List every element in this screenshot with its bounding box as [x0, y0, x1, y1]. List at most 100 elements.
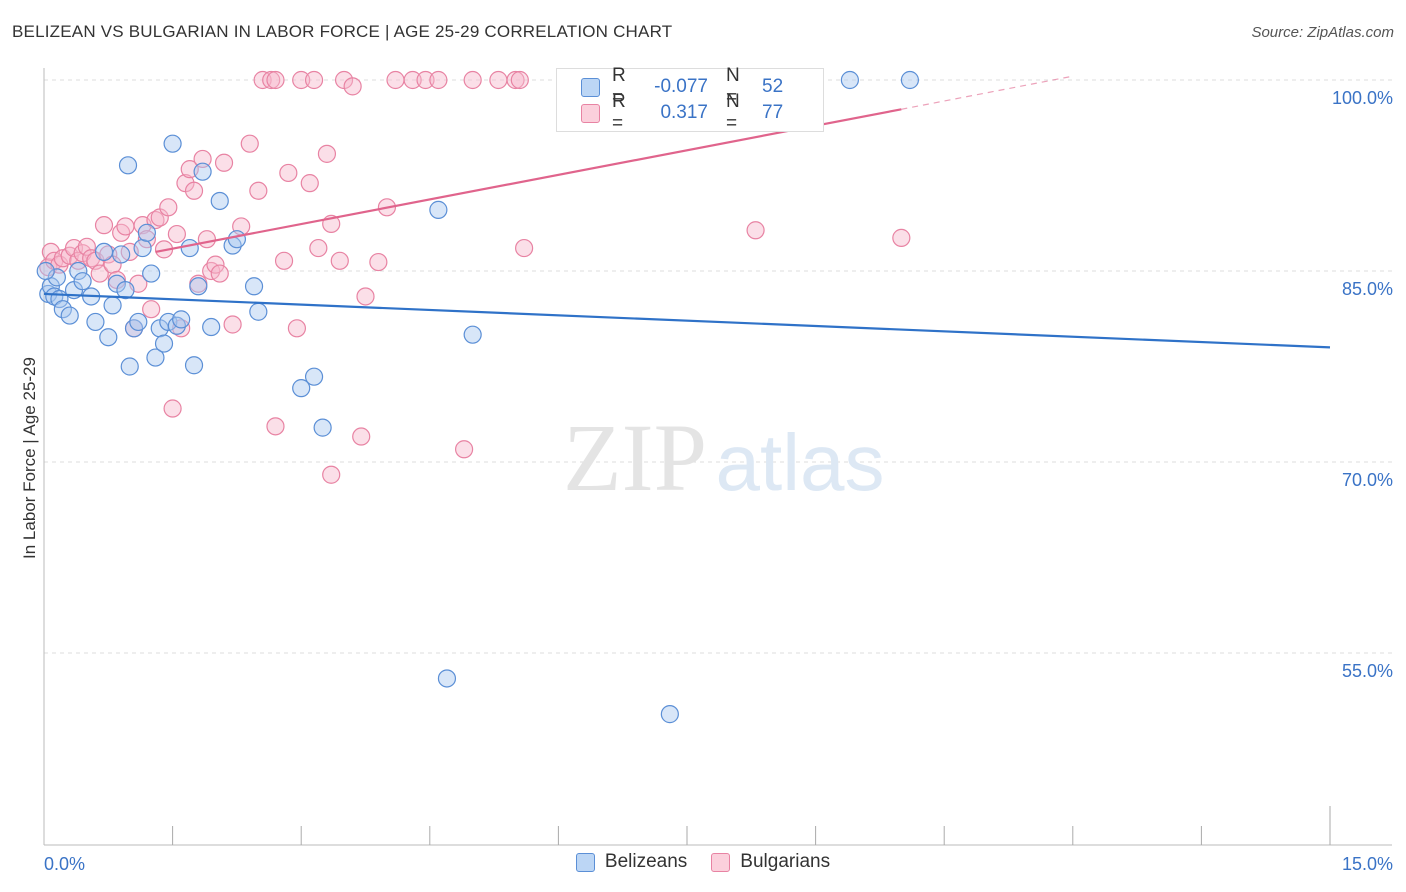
bulgarian-point [506, 70, 525, 90]
bulgarian-point [454, 440, 474, 459]
belizean-point [120, 357, 139, 376]
bulgarian-point [167, 224, 186, 244]
bulgarian-point [116, 217, 135, 236]
watermark: ZIP atlas [563, 404, 884, 511]
belizean-point [36, 261, 55, 281]
x-tick-label: 15.0% [1342, 854, 1393, 874]
belizean-point [60, 306, 79, 325]
bulgarian-point [287, 319, 307, 338]
source-label: Source: ZipAtlas.com [1251, 24, 1394, 41]
belizeans-legend-label: Belizeans [604, 851, 688, 872]
belizean-point [210, 191, 229, 211]
belizean-point [660, 705, 679, 724]
belizean-point [154, 334, 174, 353]
bulgarian-point [309, 238, 328, 258]
belizean-point [189, 277, 208, 296]
belizeans-legend-swatch [575, 852, 595, 872]
bulgarians-legend-label: Bulgarians [740, 851, 831, 872]
bulgarian-point [137, 230, 156, 249]
belizean-point [99, 328, 118, 347]
bulgarian-point [266, 70, 285, 90]
belizean-point [193, 162, 212, 181]
labels-layer: 100.0% 85.0% 70.0% 55.0% 0.0% 15.0% [44, 88, 1393, 874]
belizean-point [45, 287, 64, 306]
bulgarians-r-label: R = [612, 91, 626, 134]
belizean-point [142, 264, 161, 283]
bulgarian-point [274, 251, 294, 270]
bulgarians-legend-swatch [711, 852, 731, 872]
bulgarian-point [403, 70, 422, 90]
stats-legend: R = -0.077 N = 52 R = 0.317 N = 77 [556, 65, 824, 134]
legend-item-belizeans[interactable]: Belizeans [575, 851, 688, 873]
belizean-point [94, 242, 114, 261]
bulgarian-point [515, 238, 534, 258]
bulgarian-point [197, 230, 216, 249]
chart-title: BELIZEAN VS BULGARIAN IN LABOR FORCE | A… [12, 22, 673, 41]
bulgarian-point [159, 198, 178, 217]
bulgarian-point [330, 251, 349, 270]
belizean-point [429, 200, 448, 219]
y-axis-label: In Labor Force | Age 25-29 [20, 357, 39, 559]
belizean-point [184, 356, 204, 375]
bulgarian-point [206, 255, 225, 274]
bulgarians-n-label: N = [726, 91, 740, 134]
bulgarian-point [240, 134, 259, 153]
belizean-point [244, 277, 264, 296]
y-tick-label: 70.0% [1342, 470, 1393, 490]
belizean-point [146, 348, 165, 367]
bulgarian-point [292, 70, 311, 90]
bulgarian-point [322, 465, 341, 484]
belizean-point [86, 312, 105, 332]
y-tick-label: 85.0% [1342, 279, 1393, 299]
belizean-point [313, 418, 332, 437]
bulgarian-point [317, 144, 337, 163]
belizeans-n-value: 52 [762, 76, 784, 97]
bulgarian-point [352, 427, 371, 446]
bulgarian-point [356, 287, 375, 306]
bulgarian-point [489, 70, 508, 90]
bulgarian-point [77, 237, 96, 256]
belizean-point [116, 281, 135, 300]
bulgarian-point [184, 181, 204, 200]
bulgarian-point [262, 70, 281, 90]
bulgarian-point [94, 216, 114, 235]
belizean-point [53, 300, 72, 319]
bulgarian-trendline [155, 108, 902, 253]
belizean-point [112, 245, 131, 264]
bulgarian-point [343, 77, 362, 96]
belizean-point [103, 296, 122, 315]
bulgarian-point [300, 174, 319, 193]
belizean-point [137, 223, 156, 242]
x-tick-label: 0.0% [44, 854, 85, 874]
belizeans-r-value: -0.077 [654, 76, 708, 97]
bulgarian-point [223, 315, 242, 334]
legend-row-belizeans: R = -0.077 N = 52 [581, 65, 784, 108]
bulgarian-point [266, 417, 285, 436]
trend-layer [43, 75, 1331, 349]
belizean-point [249, 302, 268, 321]
belizean-point [437, 669, 457, 688]
belizean-point [900, 70, 920, 90]
belizean-point [73, 272, 92, 291]
y-tick-label: 100.0% [1332, 88, 1393, 108]
belizean-point [180, 238, 199, 258]
points-layer [36, 70, 920, 724]
bulgarian-point [193, 149, 212, 169]
belizeans-n-label: N = [726, 65, 740, 108]
belizean-point [292, 379, 311, 398]
belizeans-r-label: R = [612, 65, 626, 108]
bulgarian-point [746, 221, 765, 240]
belizean-trendline [43, 292, 1331, 349]
belizean-point [202, 317, 221, 337]
bulgarians-n-value: 77 [762, 102, 784, 123]
bulgarian-point [463, 70, 482, 90]
bulgarian-point [249, 181, 268, 200]
belizean-point [163, 134, 182, 153]
belizean-point [47, 268, 66, 287]
belizean-point [118, 156, 138, 175]
bulgarian-point [386, 70, 405, 90]
belizean-point [304, 367, 324, 386]
legend-item-bulgarians[interactable]: Bulgarians [711, 851, 830, 873]
watermark-atlas: atlas [716, 418, 885, 507]
